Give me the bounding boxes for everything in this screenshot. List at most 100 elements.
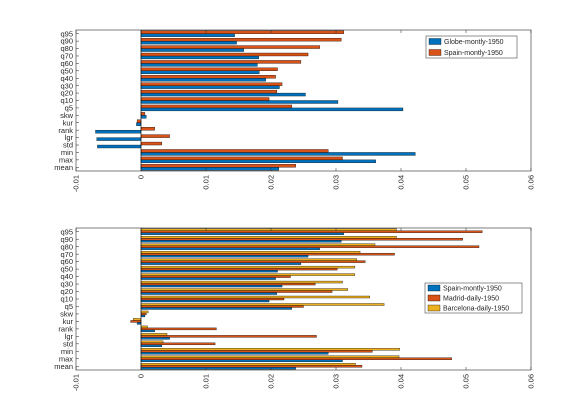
y-tick-label: q20 — [60, 287, 73, 296]
legend-label-2: Madrid-daily-1950 — [443, 296, 499, 303]
bar-q10-1 — [140, 100, 339, 104]
bar-skw-2 — [140, 312, 147, 316]
chart-1: q95q90q80q70q60q50q40q30q20q10q5skwkurra… — [54, 29, 535, 192]
bar-q60-3 — [140, 258, 357, 261]
bar-q80-2 — [140, 45, 320, 49]
y-tick-label: q40 — [60, 74, 73, 83]
y-tick-label: q10 — [60, 295, 73, 304]
bar-q90-2 — [140, 37, 342, 42]
bar-q50-1 — [140, 70, 260, 74]
x-tick-label: 0.03 — [332, 374, 341, 389]
y-tick-label: q50 — [60, 66, 73, 75]
bar-q95-2 — [140, 30, 344, 34]
bar-q80-2 — [140, 245, 480, 248]
bar-rank-2 — [140, 327, 217, 331]
bar-q80-1 — [140, 48, 244, 52]
bar-std-2 — [140, 141, 162, 146]
y-tick-label: q10 — [60, 96, 73, 105]
bar-q60-2 — [140, 60, 302, 64]
legend-label-2: Spain-montly-1950 — [444, 50, 503, 57]
bar-skw-1 — [140, 115, 147, 119]
legend-box — [424, 282, 523, 314]
legend-label-1: Spain-montly-1950 — [443, 286, 502, 293]
y-tick-label: q90 — [60, 37, 73, 46]
bar-std-3 — [140, 340, 164, 344]
bar-q20-3 — [140, 288, 348, 291]
bar-max-2 — [140, 156, 343, 161]
legend-label-3: Barcelona-daily-1950 — [443, 306, 509, 313]
x-tick-label: 0 — [137, 175, 146, 179]
bar-q40-1 — [140, 78, 266, 82]
legend-box — [425, 35, 518, 59]
legend-swatch-2 — [427, 294, 441, 302]
bar-lgr-2 — [140, 335, 317, 338]
x-tick-label: 0.01 — [202, 175, 211, 190]
bar-q40-2 — [140, 75, 276, 79]
y-tick-label: std — [63, 141, 73, 150]
y-tick-label: max — [59, 354, 73, 363]
bar-q10-2 — [140, 97, 270, 101]
bar-std-1 — [97, 144, 142, 149]
bar-q90-2 — [140, 238, 463, 241]
x-tick-label: 0.04 — [397, 175, 406, 190]
bar-rank-2 — [140, 127, 155, 131]
bar-q70-2 — [140, 52, 309, 57]
x-tick-label: 0.02 — [267, 374, 276, 389]
bar-mean-2 — [140, 365, 363, 368]
bar-q70-3 — [140, 250, 361, 254]
y-tick-label: q80 — [60, 44, 73, 53]
bar-mean-1 — [140, 367, 296, 370]
legend-swatch-1 — [428, 38, 442, 45]
legend-swatch-3 — [427, 304, 441, 312]
y-tick-label: lgr — [65, 133, 74, 142]
bar-q5-3 — [140, 303, 385, 306]
y-tick-label: skw — [60, 310, 74, 319]
y-tick-label: q5 — [65, 104, 73, 113]
x-tick-label: 0.05 — [462, 175, 471, 190]
y-tick-label: skw — [60, 111, 74, 120]
y-tick-label: q60 — [60, 257, 73, 266]
bar-q10-3 — [140, 295, 370, 299]
bar-q90-3 — [140, 236, 397, 239]
bar-q50-1 — [140, 269, 278, 273]
y-tick-label: q70 — [60, 250, 73, 259]
x-tick-label: 0.01 — [202, 374, 211, 389]
bar-q40-2 — [140, 275, 291, 278]
y-tick-label: kur — [63, 317, 74, 326]
bar-q95-1 — [140, 33, 235, 37]
bar-q90-1 — [140, 240, 342, 243]
bar-skw-1 — [140, 314, 146, 318]
bar-max-1 — [140, 359, 343, 362]
y-tick-label: rank — [58, 126, 73, 135]
bar-std-1 — [140, 344, 162, 348]
y-tick-label: min — [61, 148, 73, 157]
y-tick-label: q90 — [60, 235, 73, 244]
bar-std-2 — [140, 342, 216, 346]
bar-min-1 — [140, 152, 416, 156]
bar-lgr-3 — [140, 333, 168, 336]
x-tick-label: -0.01 — [72, 175, 81, 192]
bar-kur-2 — [136, 119, 142, 123]
bar-q50-2 — [140, 67, 278, 71]
y-tick-label: min — [61, 347, 73, 356]
y-tick-label: lgr — [65, 332, 74, 341]
bar-lgr-1 — [96, 137, 142, 141]
bar-q5-2 — [140, 104, 292, 109]
bar-rank-3 — [140, 325, 148, 329]
x-tick-label: 0.06 — [527, 175, 536, 190]
y-tick-label: q70 — [60, 52, 73, 61]
x-tick-label: -0.01 — [72, 374, 81, 391]
y-tick-label: std — [63, 339, 73, 348]
bar-skw-3 — [140, 310, 149, 314]
bar-q20-2 — [140, 89, 278, 94]
bar-q60-1 — [140, 262, 302, 265]
bar-max-3 — [140, 355, 400, 358]
y-tick-label: rank — [58, 324, 73, 333]
legend: Globe-montly-1950 Spain-montly-1950 — [425, 35, 518, 59]
bar-skw-2 — [140, 112, 146, 116]
y-tick-label: q80 — [60, 242, 73, 251]
bar-q95-2 — [140, 230, 483, 233]
legend: Spain-montly-1950 Madrid-daily-1950 Barcel… — [424, 282, 523, 314]
bar-q90-1 — [140, 40, 237, 45]
